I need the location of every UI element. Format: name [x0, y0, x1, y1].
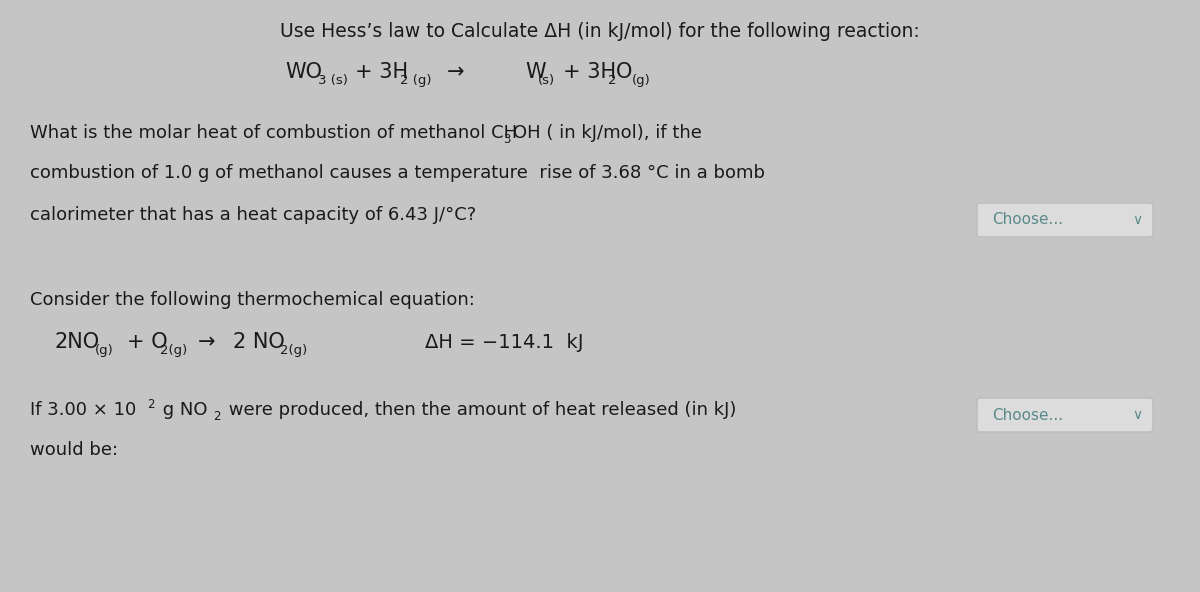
Text: W: W [526, 62, 546, 82]
Text: 2: 2 [608, 74, 617, 87]
Text: would be:: would be: [30, 441, 118, 459]
Text: Consider the following thermochemical equation:: Consider the following thermochemical eq… [30, 291, 475, 309]
Text: + O: + O [127, 332, 168, 352]
Text: 2NO: 2NO [55, 332, 100, 352]
Text: calorimeter that has a heat capacity of 6.43 J/°C?: calorimeter that has a heat capacity of … [30, 206, 476, 224]
Text: OH ( in kJ/mol), if the: OH ( in kJ/mol), if the [514, 124, 702, 142]
Text: Use Hess’s law to Calculate ΔH (in kJ/mol) for the following reaction:: Use Hess’s law to Calculate ΔH (in kJ/mo… [280, 22, 920, 41]
Text: O: O [616, 62, 632, 82]
Text: →: → [198, 332, 216, 352]
Text: 3: 3 [503, 133, 510, 146]
Text: Choose...: Choose... [992, 407, 1063, 423]
Text: Choose...: Choose... [992, 213, 1063, 227]
Text: + 3H: + 3H [563, 62, 616, 82]
Text: g NO: g NO [157, 401, 208, 419]
Text: were produced, then the amount of heat released (in kJ): were produced, then the amount of heat r… [223, 401, 737, 419]
Text: →: → [446, 62, 464, 82]
Text: 3 (s): 3 (s) [318, 74, 348, 87]
Text: What is the molar heat of combustion of methanol CH: What is the molar heat of combustion of … [30, 124, 517, 142]
Text: 2(g): 2(g) [160, 344, 187, 357]
Text: (g): (g) [95, 344, 114, 357]
Text: combustion of 1.0 g of methanol causes a temperature  rise of 3.68 °C in a bomb: combustion of 1.0 g of methanol causes a… [30, 164, 766, 182]
Text: 2 NO: 2 NO [233, 332, 284, 352]
Text: (s): (s) [538, 74, 556, 87]
FancyBboxPatch shape [977, 203, 1153, 237]
Text: 2 (g): 2 (g) [400, 74, 432, 87]
Text: + 3H: + 3H [355, 62, 408, 82]
Text: ∨: ∨ [1132, 213, 1142, 227]
Text: ∨: ∨ [1132, 408, 1142, 422]
Text: ΔH = −114.1  kJ: ΔH = −114.1 kJ [425, 333, 583, 352]
Text: (g): (g) [632, 74, 650, 87]
Text: If 3.00 × 10: If 3.00 × 10 [30, 401, 137, 419]
Text: WO: WO [286, 62, 322, 82]
Text: 2(g): 2(g) [280, 344, 307, 357]
FancyBboxPatch shape [977, 398, 1153, 432]
Text: 2: 2 [148, 398, 155, 411]
Text: 2: 2 [214, 410, 221, 423]
